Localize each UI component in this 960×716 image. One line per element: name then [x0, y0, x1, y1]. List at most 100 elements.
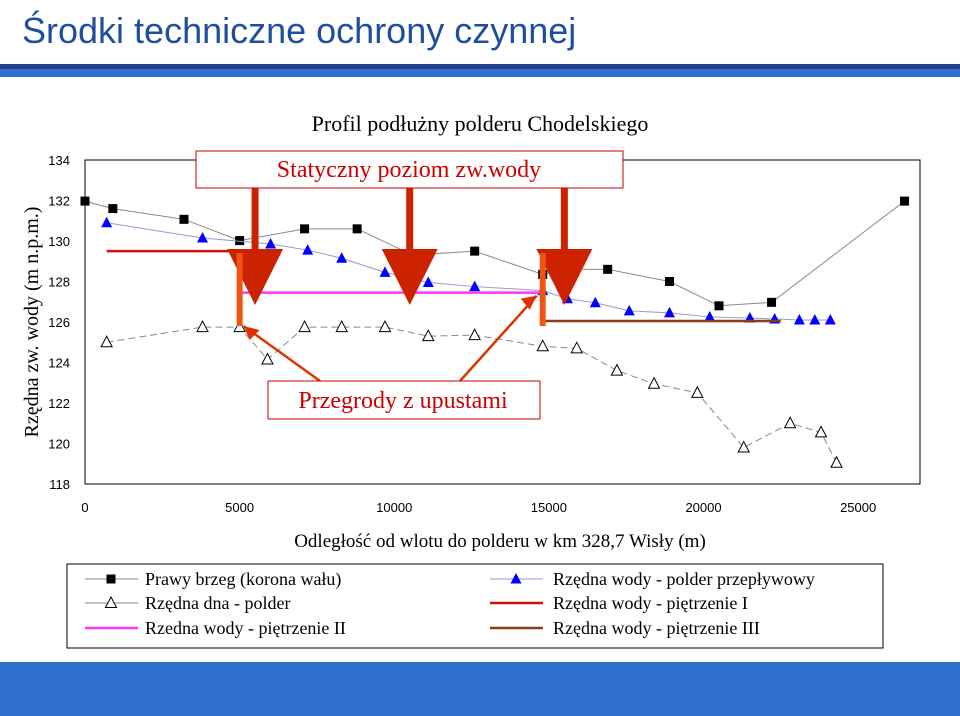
series-layer: [80, 196, 910, 468]
legend-entry: Rzędna wody - piętrzenie III: [490, 618, 760, 638]
y-tick-label: 130: [48, 234, 70, 249]
x-tick-label: 0: [81, 500, 88, 515]
data-point: [809, 313, 821, 325]
barrier-arrow: [242, 325, 321, 383]
x-tick-label: 5000: [225, 500, 254, 515]
data-point: [468, 328, 481, 341]
data-point: [665, 277, 674, 286]
legend-entry: Rzędna wody - piętrzenie I: [490, 593, 748, 613]
annotation-layer: [227, 188, 593, 383]
chart-title: Profil podłużny polderu Chodelskiego: [312, 111, 649, 136]
data-point: [783, 416, 797, 429]
x-axis-label: Odległość od wlotu do polderu w km 328,7…: [294, 531, 706, 552]
legend-marker: [106, 574, 116, 584]
y-tick-label: 128: [48, 275, 70, 290]
barrier-arrowhead: [520, 295, 537, 310]
header-band-dark: [0, 64, 960, 69]
data-point: [100, 335, 113, 348]
legend-label: Rzędna wody - piętrzenie I: [553, 593, 748, 613]
series-line: [84, 200, 905, 307]
legend-entries: Prawy brzeg (korona wału) Rzędna wody - p…: [85, 569, 815, 638]
legend-label: Rzędna wody - piętrzenie III: [553, 618, 760, 638]
legend-marker: [104, 595, 118, 608]
data-point: [737, 440, 751, 453]
data-point: [647, 376, 661, 389]
y-tick-label: 132: [48, 194, 70, 209]
x-tick-label: 20000: [685, 500, 721, 515]
data-point: [691, 385, 704, 398]
legend-entry: Rzędna dna - polder: [85, 593, 290, 613]
y-axis-label: Rzędna zw. wody (m n.p.m.): [21, 207, 43, 438]
data-point: [704, 310, 716, 322]
legend-label: Rzedna wody - piętrzenie II: [145, 618, 346, 638]
data-point: [793, 313, 805, 325]
data-point: [235, 236, 245, 246]
data-point: [900, 196, 910, 206]
data-point: [814, 425, 828, 438]
static-level-box: [195, 150, 624, 189]
data-point: [623, 304, 635, 316]
data-point: [714, 301, 724, 311]
legend-entry: Rzedna wody - piętrzenie II: [85, 618, 346, 638]
series-3: [100, 319, 843, 468]
data-point: [610, 363, 624, 376]
data-point: [767, 297, 777, 307]
series-2: [101, 216, 836, 325]
y-tick-label: 126: [48, 315, 70, 330]
y-tick-label: 134: [48, 153, 70, 168]
x-tick-label: 10000: [376, 500, 412, 515]
legend-entry: Prawy brzeg (korona wału): [85, 569, 341, 590]
data-point: [197, 231, 209, 243]
series-line: [106, 326, 837, 463]
data-point: [824, 313, 836, 325]
data-point: [233, 319, 246, 333]
y-tick-label: 118: [49, 477, 70, 492]
plot-area: [84, 159, 921, 485]
data-point: [101, 216, 113, 228]
legend-marker: [510, 573, 522, 584]
legend-label: Rzędna dna - polder: [145, 593, 290, 613]
data-point: [179, 214, 189, 224]
footer-band: [0, 662, 960, 716]
y-axis-ticks: 118 120 122 124 126 128 130 132 134: [48, 153, 70, 492]
barriers-label: Przegrody z upustami: [298, 388, 508, 414]
legend-label: Prawy brzeg (korona wału): [145, 569, 341, 590]
legend-label: Rzędna wody - polder przepływowy: [553, 569, 815, 589]
slide-title: Środki techniczne ochrony czynnej: [22, 10, 577, 51]
data-point: [108, 204, 118, 214]
static-level-label: Statyczny poziom zw.wody: [277, 157, 541, 183]
x-axis-ticks: 0 5000 10000 15000 20000 25000: [81, 500, 876, 515]
data-point: [335, 319, 349, 333]
header-band-blue: [0, 69, 960, 77]
data-point: [196, 319, 209, 333]
data-point: [265, 238, 277, 249]
barrier-arrow: [459, 294, 538, 382]
data-point: [603, 264, 613, 274]
data-point: [469, 280, 481, 292]
barriers-box: [267, 380, 541, 420]
data-point: [830, 455, 843, 468]
x-tick-label: 15000: [531, 500, 567, 515]
data-point: [352, 224, 362, 234]
data-point: [570, 341, 584, 354]
data-point: [302, 244, 314, 255]
data-point: [664, 306, 675, 318]
data-point: [470, 246, 480, 256]
y-tick-label: 120: [48, 437, 70, 452]
data-point: [536, 339, 550, 352]
data-point: [300, 224, 310, 234]
data-point: [80, 196, 90, 206]
x-tick-label: 25000: [840, 500, 876, 515]
data-point: [589, 296, 601, 308]
barrier-arrowhead: [243, 326, 260, 341]
data-point: [298, 319, 311, 333]
legend-entry: Rzędna wody - polder przepływowy: [490, 569, 815, 589]
data-point: [261, 352, 274, 365]
y-tick-label: 124: [48, 356, 70, 371]
legend: [66, 563, 884, 649]
data-point: [421, 329, 435, 342]
data-point: [378, 319, 392, 333]
y-tick-label: 122: [48, 396, 70, 411]
data-point: [336, 252, 348, 263]
